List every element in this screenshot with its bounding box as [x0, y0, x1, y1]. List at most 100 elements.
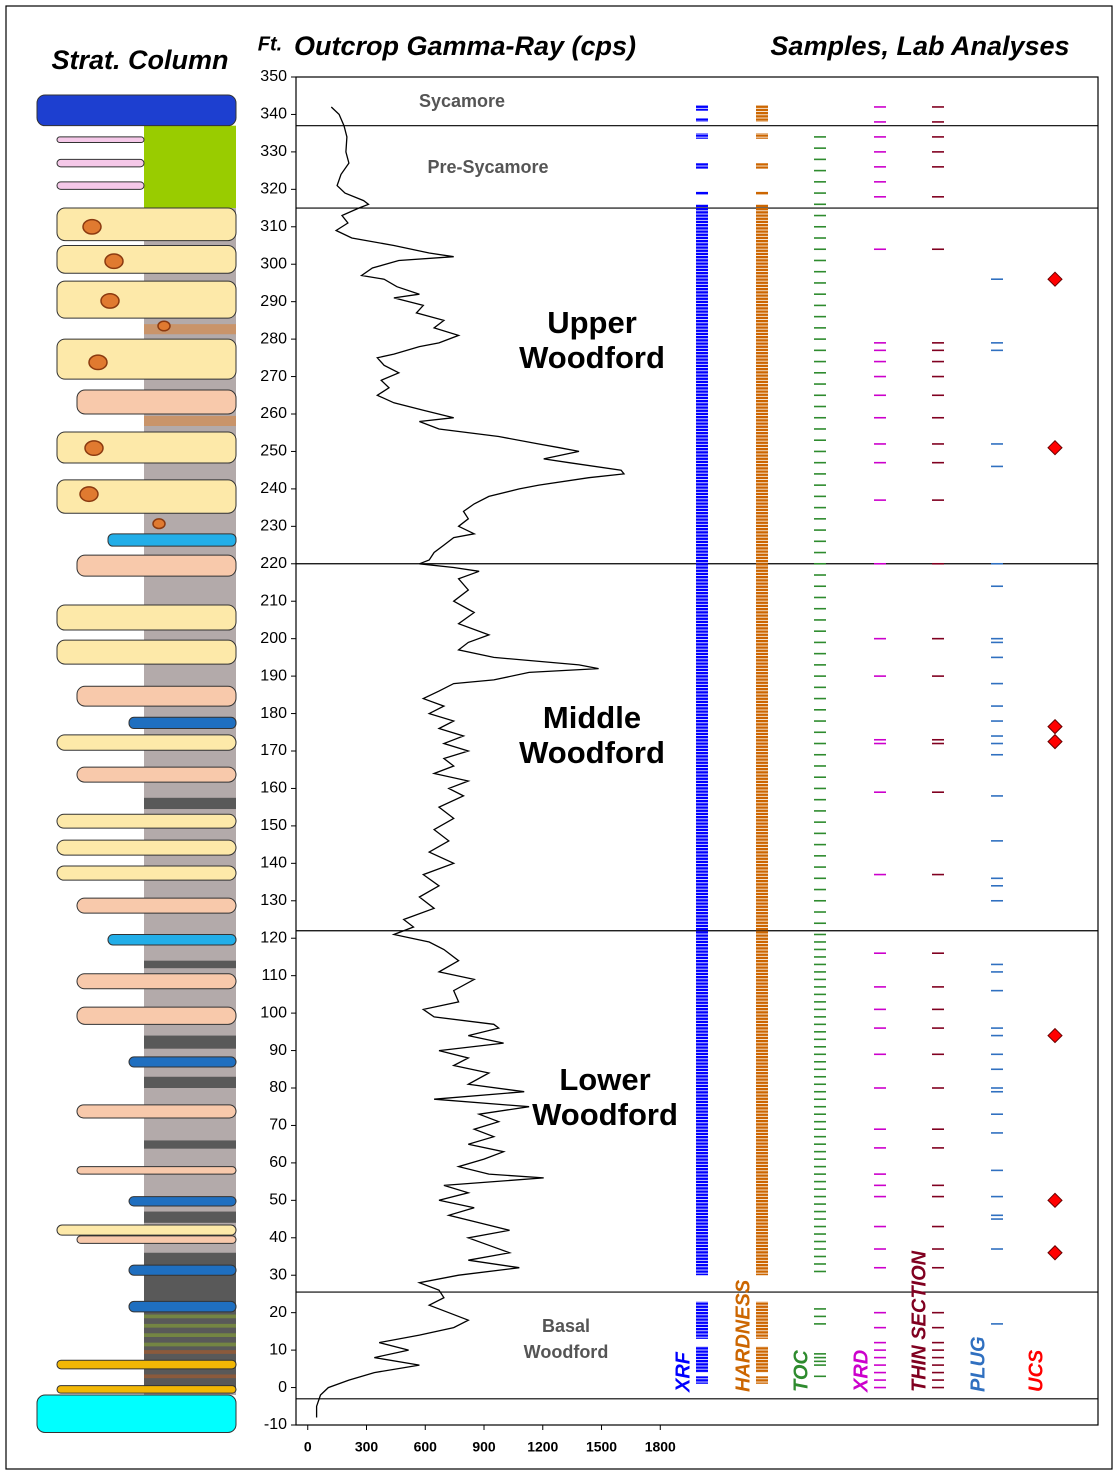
strat-bed — [77, 390, 236, 414]
y-tick-label: 150 — [260, 817, 287, 834]
y-tick-label: 180 — [260, 705, 287, 722]
strat-bed — [57, 159, 144, 166]
y-tick-label: 130 — [260, 892, 287, 909]
nodule — [80, 487, 98, 501]
strat-bed — [77, 686, 236, 706]
sample-marker — [1048, 1193, 1062, 1207]
sample-marker — [1048, 720, 1062, 734]
strat-bed — [144, 1324, 236, 1328]
nodule — [101, 294, 119, 308]
sample-interval — [696, 191, 708, 195]
y-tick-label: 340 — [260, 106, 287, 123]
y-tick-label: 120 — [260, 929, 287, 946]
sample-interval — [756, 1346, 768, 1372]
y-tick-label: 200 — [260, 630, 287, 647]
strat-bed — [57, 246, 236, 274]
strat-bed — [57, 605, 236, 630]
strat-bed — [77, 974, 236, 989]
y-tick-label: 160 — [260, 780, 287, 797]
strat-bed — [144, 1077, 236, 1088]
strat-bed — [77, 555, 236, 576]
strat-bed — [77, 898, 236, 913]
y-axis-label: Ft. — [258, 33, 282, 55]
sample-interval — [696, 133, 708, 139]
nodule — [105, 254, 123, 268]
strat-bed — [57, 339, 236, 379]
strat-bed — [57, 137, 144, 143]
strat-bed — [37, 1395, 236, 1432]
nodule — [83, 220, 101, 234]
track-label: XRF — [672, 1351, 694, 1393]
y-tick-label: 10 — [269, 1341, 287, 1358]
strat-bed — [77, 1167, 236, 1174]
y-tick-label: 350 — [260, 68, 287, 85]
sample-interval — [696, 1301, 708, 1338]
y-tick-label: 240 — [260, 480, 287, 497]
y-tick-label: 300 — [260, 255, 287, 272]
strat-bed — [129, 1301, 236, 1311]
y-tick-label: 330 — [260, 143, 287, 160]
track-label: HARDNESS — [732, 1279, 754, 1392]
sample-marker — [1048, 272, 1062, 286]
strat-bed — [37, 95, 236, 126]
strat-bed — [57, 814, 236, 828]
strat-bed — [57, 432, 236, 463]
strat-bed — [144, 961, 236, 968]
strat-bed — [144, 416, 236, 426]
x-tick-label: 600 — [414, 1439, 438, 1455]
sample-interval — [696, 1376, 708, 1383]
strat-bed — [57, 840, 236, 855]
chart-title: Outcrop Gamma-Ray (cps) — [294, 31, 636, 61]
strat-bed — [57, 182, 144, 189]
strat-bed — [57, 281, 236, 318]
y-tick-label: 290 — [260, 293, 287, 310]
nodule — [89, 355, 107, 369]
strat-bed — [77, 1105, 236, 1118]
strat-bed — [77, 1007, 236, 1024]
y-tick-label: -10 — [264, 1416, 287, 1433]
y-tick-label: 0 — [278, 1379, 287, 1396]
y-tick-label: 280 — [260, 330, 287, 347]
nodule — [85, 441, 103, 455]
sample-marker — [1048, 1029, 1062, 1043]
y-tick-label: 320 — [260, 181, 287, 198]
strat-bed — [144, 1212, 236, 1223]
sample-interval — [756, 1301, 768, 1338]
nodule — [158, 321, 170, 331]
y-tick-label: 100 — [260, 1004, 287, 1021]
sample-interval — [756, 105, 768, 122]
y-tick-label: 190 — [260, 667, 287, 684]
x-tick-label: 900 — [472, 1439, 496, 1455]
strat-bed — [77, 1236, 236, 1243]
zone-label: Pre-Sycamore — [427, 157, 548, 177]
strat-bed — [129, 1265, 236, 1275]
strat-bed — [129, 1057, 236, 1067]
y-tick-label: 70 — [269, 1117, 287, 1134]
strat-bed — [57, 1225, 236, 1235]
strat-bed — [144, 1374, 236, 1378]
y-tick-label: 20 — [269, 1304, 287, 1321]
x-tick-label: 0 — [304, 1439, 312, 1455]
y-tick-label: 60 — [269, 1154, 287, 1171]
y-tick-label: 80 — [269, 1079, 287, 1096]
strat-bed — [108, 534, 236, 546]
y-tick-label: 270 — [260, 368, 287, 385]
y-tick-label: 140 — [260, 855, 287, 872]
strat-bed — [129, 1197, 236, 1206]
y-tick-label: 210 — [260, 592, 287, 609]
y-tick-label: 260 — [260, 405, 287, 422]
x-tick-label: 1200 — [527, 1439, 558, 1455]
strat-bed — [144, 1343, 236, 1347]
sample-interval — [696, 105, 708, 111]
sample-interval — [756, 204, 768, 1275]
strat-bed — [57, 866, 236, 880]
sample-interval — [756, 191, 768, 195]
y-tick-label: 310 — [260, 218, 287, 235]
strat-bed — [77, 767, 236, 782]
sample-interval — [756, 1376, 768, 1383]
y-tick-label: 50 — [269, 1192, 287, 1209]
sample-marker — [1048, 1246, 1062, 1260]
strat-bed — [144, 1140, 236, 1148]
